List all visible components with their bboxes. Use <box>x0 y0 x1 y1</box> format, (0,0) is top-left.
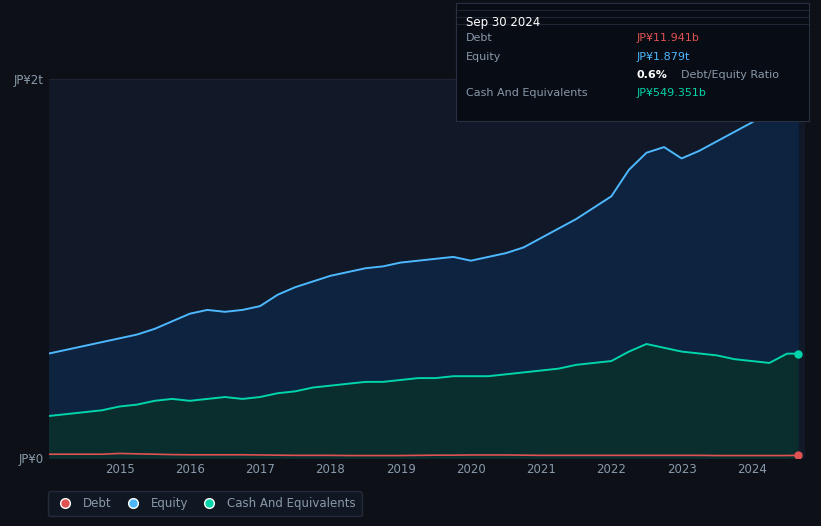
Text: Sep 30 2024: Sep 30 2024 <box>466 16 539 29</box>
Text: Debt: Debt <box>466 33 493 43</box>
Text: Debt/Equity Ratio: Debt/Equity Ratio <box>681 70 779 80</box>
Text: JP¥1.879t: JP¥1.879t <box>636 52 690 62</box>
Text: JP¥549.351b: JP¥549.351b <box>636 88 706 98</box>
Text: 0.6%: 0.6% <box>636 70 667 80</box>
Legend: Debt, Equity, Cash And Equivalents: Debt, Equity, Cash And Equivalents <box>48 491 361 516</box>
Text: Equity: Equity <box>466 52 501 62</box>
Text: Cash And Equivalents: Cash And Equivalents <box>466 88 587 98</box>
Text: JP¥11.941b: JP¥11.941b <box>636 33 699 43</box>
